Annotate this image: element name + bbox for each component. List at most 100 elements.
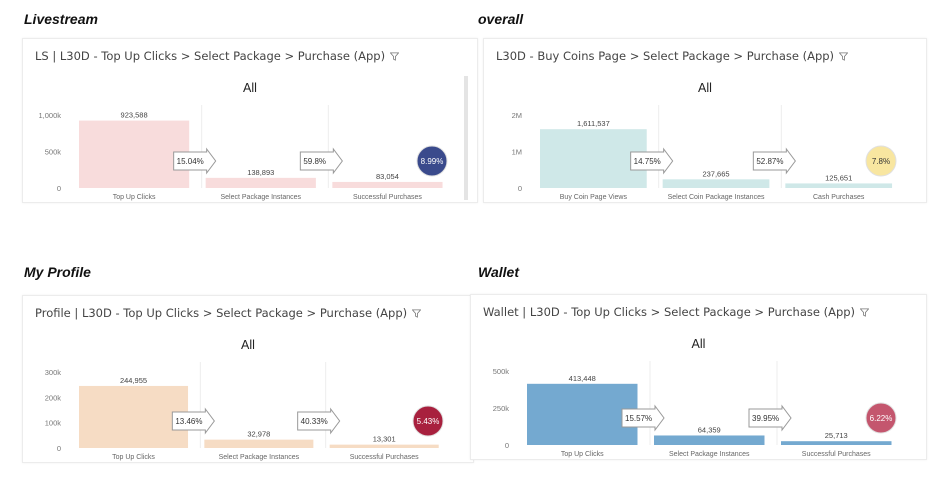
conversion-arrow <box>621 404 665 432</box>
conversion-arrow <box>748 404 792 432</box>
conversion-arrow <box>171 407 215 435</box>
bar-value-label: 13,301 <box>373 435 396 444</box>
overall-conversion-rate: 5.43% <box>417 417 440 426</box>
bar-value-label: 64,359 <box>698 425 721 434</box>
card-title: Wallet | L30D - Top Up Clicks > Select P… <box>483 305 856 319</box>
conversion-arrow <box>173 147 217 175</box>
scrollbar[interactable] <box>464 76 468 200</box>
card-title: Profile | L30D - Top Up Clicks > Select … <box>35 306 408 320</box>
y-tick-label: 250k <box>493 404 510 413</box>
category-label: Cash Purchases <box>813 194 865 201</box>
bar <box>654 435 765 445</box>
bar <box>329 444 439 448</box>
conversion-arrow <box>752 147 796 175</box>
funnel-chart: All 2M 1M 0 1,611,537 Buy Coin Page Views 237,… <box>512 81 897 201</box>
filter-icon[interactable] <box>859 306 870 320</box>
bar-value-label: 413,448 <box>569 374 596 383</box>
category-label: Top Up Clicks <box>113 194 156 201</box>
y-tick-label: 0 <box>57 444 61 453</box>
conversion-rate: 59.8% <box>303 157 326 166</box>
overall-conversion-rate: 6.22% <box>870 414 893 423</box>
category-label: Top Up Clicks <box>112 454 155 461</box>
funnel-card-wallet: Wallet | L30D - Top Up Clicks > Select P… <box>470 294 927 460</box>
card-header: LS | L30D - Top Up Clicks > Select Packa… <box>35 49 400 64</box>
category-label: Select Package Instances <box>219 454 300 461</box>
chart-title: All <box>241 338 255 352</box>
bar-value-label: 83,054 <box>376 172 399 181</box>
bar <box>332 181 443 188</box>
card-title: L30D - Buy Coins Page > Select Package >… <box>496 49 835 63</box>
card-title: LS | L30D - Top Up Clicks > Select Packa… <box>35 49 386 63</box>
bar-value-label: 25,713 <box>825 431 848 440</box>
y-tick-label: 0 <box>518 184 522 193</box>
category-label: Select Package Instances <box>669 451 750 458</box>
bar-value-label: 138,893 <box>247 168 274 177</box>
category-label: Successful Purchases <box>353 194 422 201</box>
y-tick-label: 0 <box>505 441 509 450</box>
y-tick-label: 500k <box>45 148 62 157</box>
chart-title: All <box>698 81 712 95</box>
bar-value-label: 125,651 <box>825 173 852 182</box>
section-title-overall: overall <box>478 11 524 27</box>
category-label: Buy Coin Page Views <box>560 194 628 201</box>
category-label: Successful Purchases <box>802 451 871 458</box>
bar <box>527 383 638 445</box>
bar <box>785 183 893 188</box>
bar <box>79 120 190 188</box>
conversion-rate: 15.57% <box>625 414 652 423</box>
card-header: Wallet | L30D - Top Up Clicks > Select P… <box>483 305 870 320</box>
section-title-livestream: Livestream <box>24 11 98 27</box>
y-tick-label: 2M <box>512 111 522 120</box>
y-tick-label: 500k <box>493 367 510 376</box>
filter-icon[interactable] <box>411 307 422 321</box>
overall-conversion-rate: 7.8% <box>872 157 890 166</box>
bar-value-label: 923,588 <box>121 111 148 120</box>
y-tick-label: 0 <box>57 184 61 193</box>
bar <box>540 129 647 188</box>
overall-conversion-badge <box>865 145 897 177</box>
conversion-rate: 14.75% <box>634 157 661 166</box>
bar-value-label: 237,665 <box>702 169 729 178</box>
category-label: Select Package Instances <box>220 194 301 201</box>
bar <box>79 385 189 448</box>
conversion-rate: 15.04% <box>177 157 204 166</box>
filter-icon[interactable] <box>838 50 849 64</box>
bar-value-label: 244,955 <box>120 376 147 385</box>
funnel-chart: All 500k 250k 0 413,448 Top Up Clicks 64,359 Se… <box>493 337 897 458</box>
overall-conversion-badge <box>416 145 448 177</box>
y-tick-label: 300k <box>45 368 62 377</box>
overall-conversion-rate: 8.99% <box>421 157 444 166</box>
y-tick-label: 1,000k <box>38 111 61 120</box>
overall-conversion-badge <box>412 405 444 437</box>
y-tick-label: 100k <box>45 419 62 428</box>
section-title-wallet: Wallet <box>478 264 519 280</box>
conversion-rate: 40.33% <box>301 417 328 426</box>
funnel-chart: All 300k 200k 100k 0 244,955 Top Up Clicks 32,9… <box>45 338 444 461</box>
card-header: Profile | L30D - Top Up Clicks > Select … <box>35 306 422 321</box>
conversion-arrow <box>630 147 674 175</box>
bar-value-label: 1,611,537 <box>577 119 610 128</box>
category-label: Select Coin Package Instances <box>668 194 765 201</box>
y-tick-label: 200k <box>45 393 62 402</box>
bar <box>662 179 770 188</box>
funnel-card-my-profile: Profile | L30D - Top Up Clicks > Select … <box>22 295 474 463</box>
bar <box>781 441 892 445</box>
card-header: L30D - Buy Coins Page > Select Package >… <box>496 49 849 64</box>
conversion-rate: 39.95% <box>752 414 779 423</box>
chart-title: All <box>243 81 257 95</box>
conversion-rate: 13.46% <box>175 417 202 426</box>
conversion-rate: 52.87% <box>756 157 783 166</box>
bar <box>204 439 314 448</box>
category-label: Top Up Clicks <box>561 451 604 458</box>
funnel-card-livestream: LS | L30D - Top Up Clicks > Select Packa… <box>22 38 478 203</box>
y-tick-label: 1M <box>512 148 522 157</box>
category-label: Successful Purchases <box>350 454 419 461</box>
section-title-my-profile: My Profile <box>24 264 91 280</box>
conversion-arrow <box>297 407 341 435</box>
filter-icon[interactable] <box>389 50 400 64</box>
conversion-arrow <box>299 147 343 175</box>
overall-conversion-badge <box>865 402 897 434</box>
funnel-chart: All 1,000k 500k 0 923,588 Top Up Clicks 138,89… <box>38 81 448 201</box>
bar-value-label: 32,978 <box>247 430 270 439</box>
chart-title: All <box>692 337 706 351</box>
